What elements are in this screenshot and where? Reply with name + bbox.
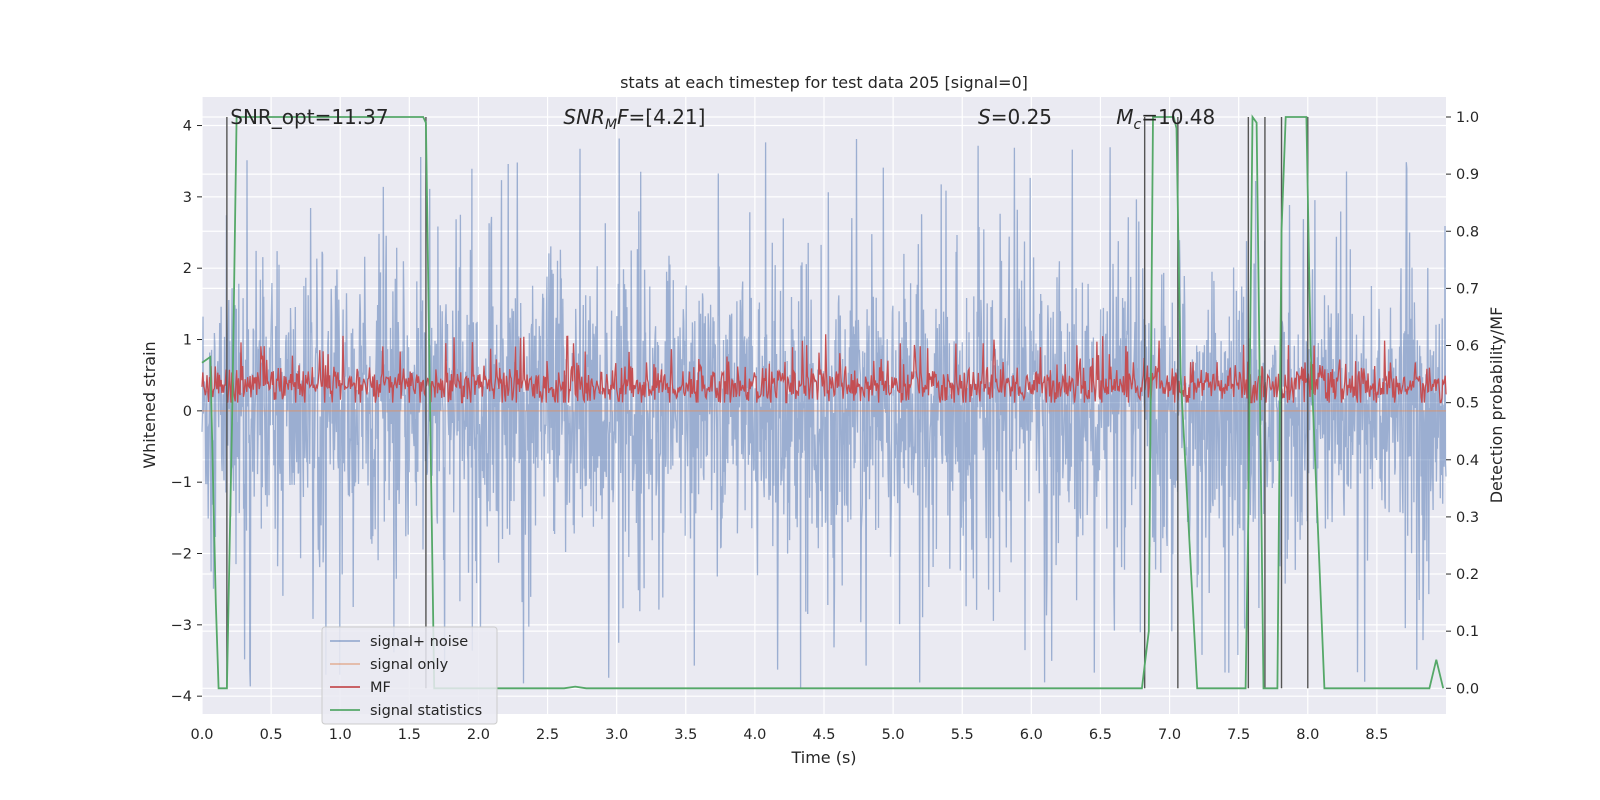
series-signal-statistics — [201, 114, 1445, 690]
annotation-part: =[4.21] — [629, 105, 706, 129]
vertical-markers — [226, 116, 1309, 689]
annotation-part: F — [617, 105, 629, 129]
y2-axis-label: Detection probability/MF — [1487, 307, 1506, 504]
mf-line — [201, 334, 1447, 404]
x-tick-label: 7.0 — [1158, 727, 1181, 743]
x-tick-label: 5.5 — [951, 727, 974, 743]
annotation-part: =10.48 — [1141, 105, 1215, 129]
x-tick-label: 5.0 — [882, 727, 905, 743]
annotation-part: M — [605, 117, 617, 133]
y-axis-label: Whitened strain — [140, 341, 159, 468]
x-tick-label: 8.5 — [1365, 727, 1388, 743]
x-tick-label: 8.0 — [1296, 727, 1319, 743]
y-tick-label: −2 — [171, 547, 192, 563]
annotation-part: SNR — [563, 105, 605, 129]
y2-tick-label: 0.9 — [1456, 167, 1479, 183]
y2-tick-label: 0.0 — [1456, 681, 1479, 697]
x-tick-label: 1.5 — [398, 727, 421, 743]
x-tick-label: 0.5 — [260, 727, 283, 743]
x-tick-label: 3.0 — [605, 727, 628, 743]
signal-statistics-line — [201, 114, 1445, 690]
annotation-part: SNR_opt=11.37 — [230, 105, 388, 129]
y-tick-label: 2 — [183, 261, 192, 277]
y-tick-label: 3 — [183, 190, 192, 206]
y-tick-label: −3 — [171, 618, 192, 634]
annotation-text: S=0.25 — [978, 105, 1052, 129]
series-signal-noise — [201, 138, 1447, 689]
legend: signal+ noise signal only MF signal statist… — [321, 626, 498, 725]
x-tick-label: 1.0 — [329, 727, 352, 743]
x-tick-label: 3.5 — [674, 727, 697, 743]
y2-tick-label: 0.8 — [1456, 224, 1479, 240]
annotations: SNR_opt=11.37 SNRMF=[4.21] S=0.25 Mc=10.48 — [230, 105, 1215, 133]
y-tick-label: 1 — [183, 333, 192, 349]
x-tick-label: 2.5 — [536, 727, 559, 743]
y-tick-label: −1 — [171, 475, 192, 491]
y2-axis-ticks: 1.0 0.9 0.8 0.7 0.6 0.5 0.4 0.3 0.2 0.1 0.0 — [1446, 110, 1479, 697]
legend-label: MF — [370, 680, 391, 696]
x-tick-label: 6.5 — [1089, 727, 1112, 743]
x-axis-ticks: 0.0 0.5 1.0 1.5 2.0 2.5 3.0 3.5 4.0 4.5 5.0 5.5 6.0 6… — [190, 727, 1388, 743]
annotation-part: M — [1116, 105, 1133, 129]
series-mf — [201, 334, 1447, 404]
y2-tick-label: 0.6 — [1456, 339, 1479, 355]
legend-label: signal+ noise — [370, 634, 468, 650]
y2-tick-label: 0.4 — [1456, 453, 1479, 469]
x-axis-label: Time (s) — [790, 748, 856, 767]
x-tick-label: 4.5 — [812, 727, 835, 743]
noise-line — [201, 138, 1447, 689]
x-tick-label: 4.0 — [743, 727, 766, 743]
y-tick-label: 4 — [183, 119, 192, 135]
y-tick-label: 0 — [183, 404, 192, 420]
legend-box — [321, 626, 498, 725]
legend-label: signal only — [370, 657, 449, 673]
x-tick-label: 7.5 — [1227, 727, 1250, 743]
annotation-text: SNR_opt=11.37 — [230, 105, 388, 129]
annotation-part: c — [1134, 117, 1142, 133]
annotation-part: S — [978, 105, 991, 129]
y2-tick-label: 0.7 — [1456, 281, 1479, 297]
legend-label: signal statistics — [370, 703, 482, 719]
y2-tick-label: 0.3 — [1456, 510, 1479, 526]
x-tick-label: 2.0 — [467, 727, 490, 743]
y2-tick-label: 0.1 — [1456, 624, 1479, 640]
y2-tick-label: 1.0 — [1456, 110, 1479, 126]
x-tick-label: 0.0 — [190, 727, 213, 743]
y2-tick-label: 0.5 — [1456, 396, 1479, 412]
y-tick-label: −4 — [171, 689, 192, 705]
annotation-text: Mc=10.48 — [1116, 105, 1215, 133]
y2-tick-label: 0.2 — [1456, 567, 1479, 583]
annotation-text: SNRMF=[4.21] — [563, 105, 705, 133]
annotation-part: =0.25 — [991, 105, 1052, 129]
y-axis-ticks: 4 3 2 1 0 −1 −2 −3 −4 — [171, 119, 202, 705]
x-tick-label: 6.0 — [1020, 727, 1043, 743]
chart-title: stats at each timestep for test data 205… — [620, 73, 1028, 92]
